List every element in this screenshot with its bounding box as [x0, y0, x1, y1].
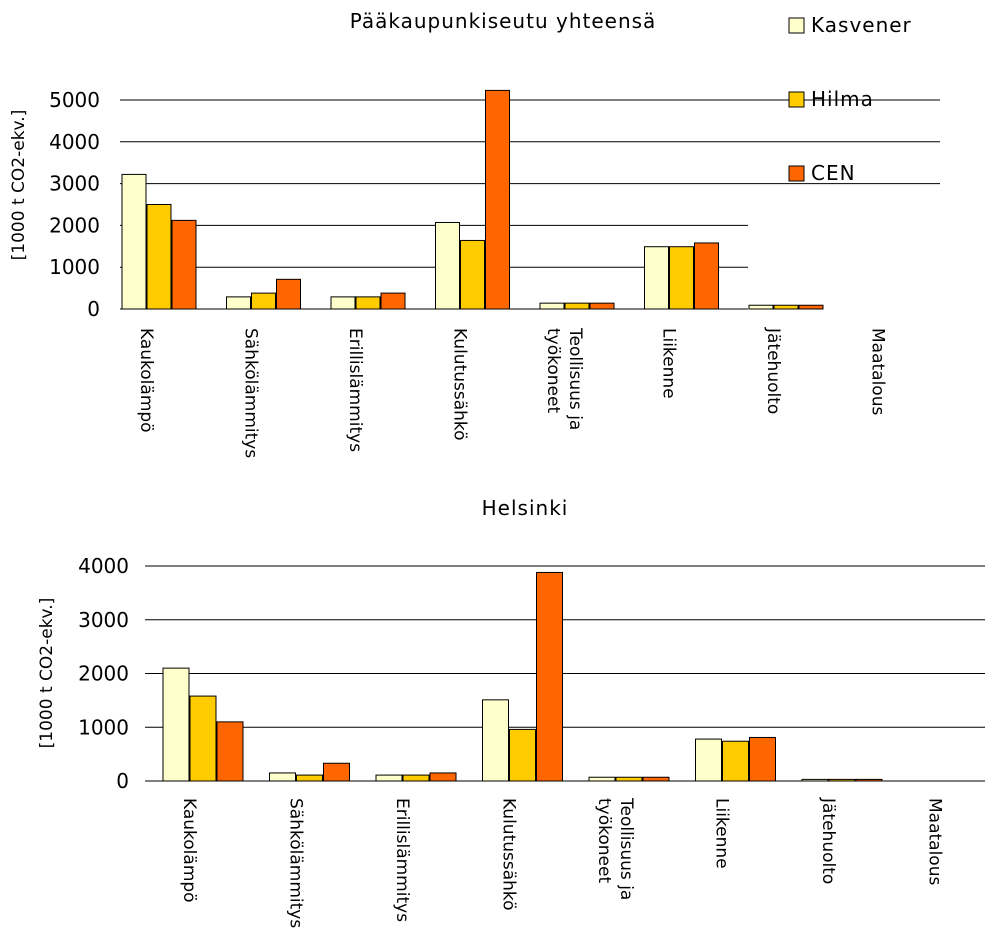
bar-hilma: [189, 695, 217, 782]
y-tick-label: 0: [116, 769, 129, 793]
bar-kasvener: [482, 699, 509, 782]
category-label: Liikenne: [712, 798, 732, 869]
y-tick-label: 1000: [49, 255, 100, 279]
bar-hilma: [296, 774, 323, 782]
category-label: Kaukolämpö: [136, 328, 156, 433]
bar-hilma: [773, 304, 799, 310]
bar-kasvener: [435, 221, 460, 310]
y-tick-label: 1000: [78, 715, 129, 739]
bar-cen: [694, 242, 719, 310]
category-label: Liikenne: [659, 328, 679, 399]
bar-kasvener: [588, 776, 616, 782]
bar-kasvener: [226, 296, 251, 310]
category-label: Erillislämmitys: [392, 798, 412, 922]
y-tick-label: 4000: [49, 130, 100, 154]
legend-label: Hilma: [811, 87, 874, 111]
bar-kasvener: [644, 246, 669, 310]
bar-cen: [855, 778, 883, 782]
category-label: Teollisuus ja: [616, 797, 636, 900]
category-label: Jätehuolto: [763, 327, 783, 414]
y-tick-label: 3000: [78, 608, 129, 632]
bar-hilma: [355, 296, 381, 310]
bar-kasvener: [801, 778, 829, 782]
legend-label: CEN: [811, 161, 856, 185]
legend-swatch-hilma: [788, 91, 805, 108]
bar-cen: [798, 304, 824, 310]
bar-cen: [536, 571, 563, 782]
bar-cen: [323, 762, 350, 782]
bar-cen: [380, 292, 406, 310]
bar-cen: [276, 278, 301, 310]
category-label: Jätehuolto: [818, 797, 838, 884]
category-label: Kulutussähkö: [499, 798, 519, 911]
bar-hilma: [509, 728, 536, 782]
category-label: työkoneet: [543, 328, 563, 413]
category-label: Kulutussähkö: [450, 328, 470, 441]
bar-kasvener: [539, 302, 565, 310]
y-tick-label: 5000: [49, 88, 100, 112]
bar-hilma: [564, 302, 590, 310]
y-axis-label: [1000 t CO2-ekv.]: [9, 110, 29, 261]
bar-hilma: [828, 778, 856, 782]
bar-kasvener: [375, 774, 403, 782]
category-label: Kaukolämpö: [179, 798, 199, 903]
y-tick-label: 2000: [78, 662, 129, 686]
category-label: Maatalous: [868, 328, 888, 415]
category-label: työkoneet: [594, 798, 614, 883]
bar-cen: [429, 772, 457, 782]
category-label: Maatalous: [925, 798, 945, 885]
y-tick-label: 2000: [49, 213, 100, 237]
bar-cen: [216, 721, 244, 782]
bar-hilma: [615, 776, 643, 782]
bar-kasvener: [162, 667, 190, 782]
bar-hilma: [251, 292, 276, 310]
legend-swatch-cen: [788, 165, 805, 182]
y-tick-label: 4000: [78, 554, 129, 578]
bar-hilma: [722, 740, 749, 782]
bar-kasvener: [121, 173, 147, 310]
bar-cen: [749, 736, 776, 782]
y-axis-label: [1000 t CO2-ekv.]: [37, 598, 57, 749]
bar-cen: [485, 89, 510, 310]
bar-hilma: [460, 239, 485, 310]
category-label: Erillislämmitys: [345, 328, 365, 452]
category-label: Sähkölämmitys: [286, 798, 306, 928]
legend-swatch-kasvener: [788, 17, 805, 34]
chart-title: Pääkaupunkiseutu yhteensä: [350, 9, 657, 33]
bar-hilma: [669, 246, 694, 310]
bar-kasvener: [269, 772, 296, 782]
bar-cen: [589, 302, 615, 310]
category-label: Sähkölämmitys: [241, 328, 261, 458]
bar-kasvener: [695, 738, 722, 782]
bar-cen: [171, 219, 197, 310]
chart-title: Helsinki: [482, 496, 569, 520]
bar-hilma: [146, 204, 172, 310]
bar-hilma: [402, 774, 430, 782]
bar-cen: [642, 776, 670, 782]
legend-label: Kasvener: [811, 13, 912, 37]
bar-kasvener: [748, 304, 774, 310]
y-tick-label: 3000: [49, 172, 100, 196]
y-tick-label: 0: [87, 297, 100, 321]
bar-kasvener: [330, 296, 356, 310]
category-label: Teollisuus ja: [565, 327, 585, 430]
